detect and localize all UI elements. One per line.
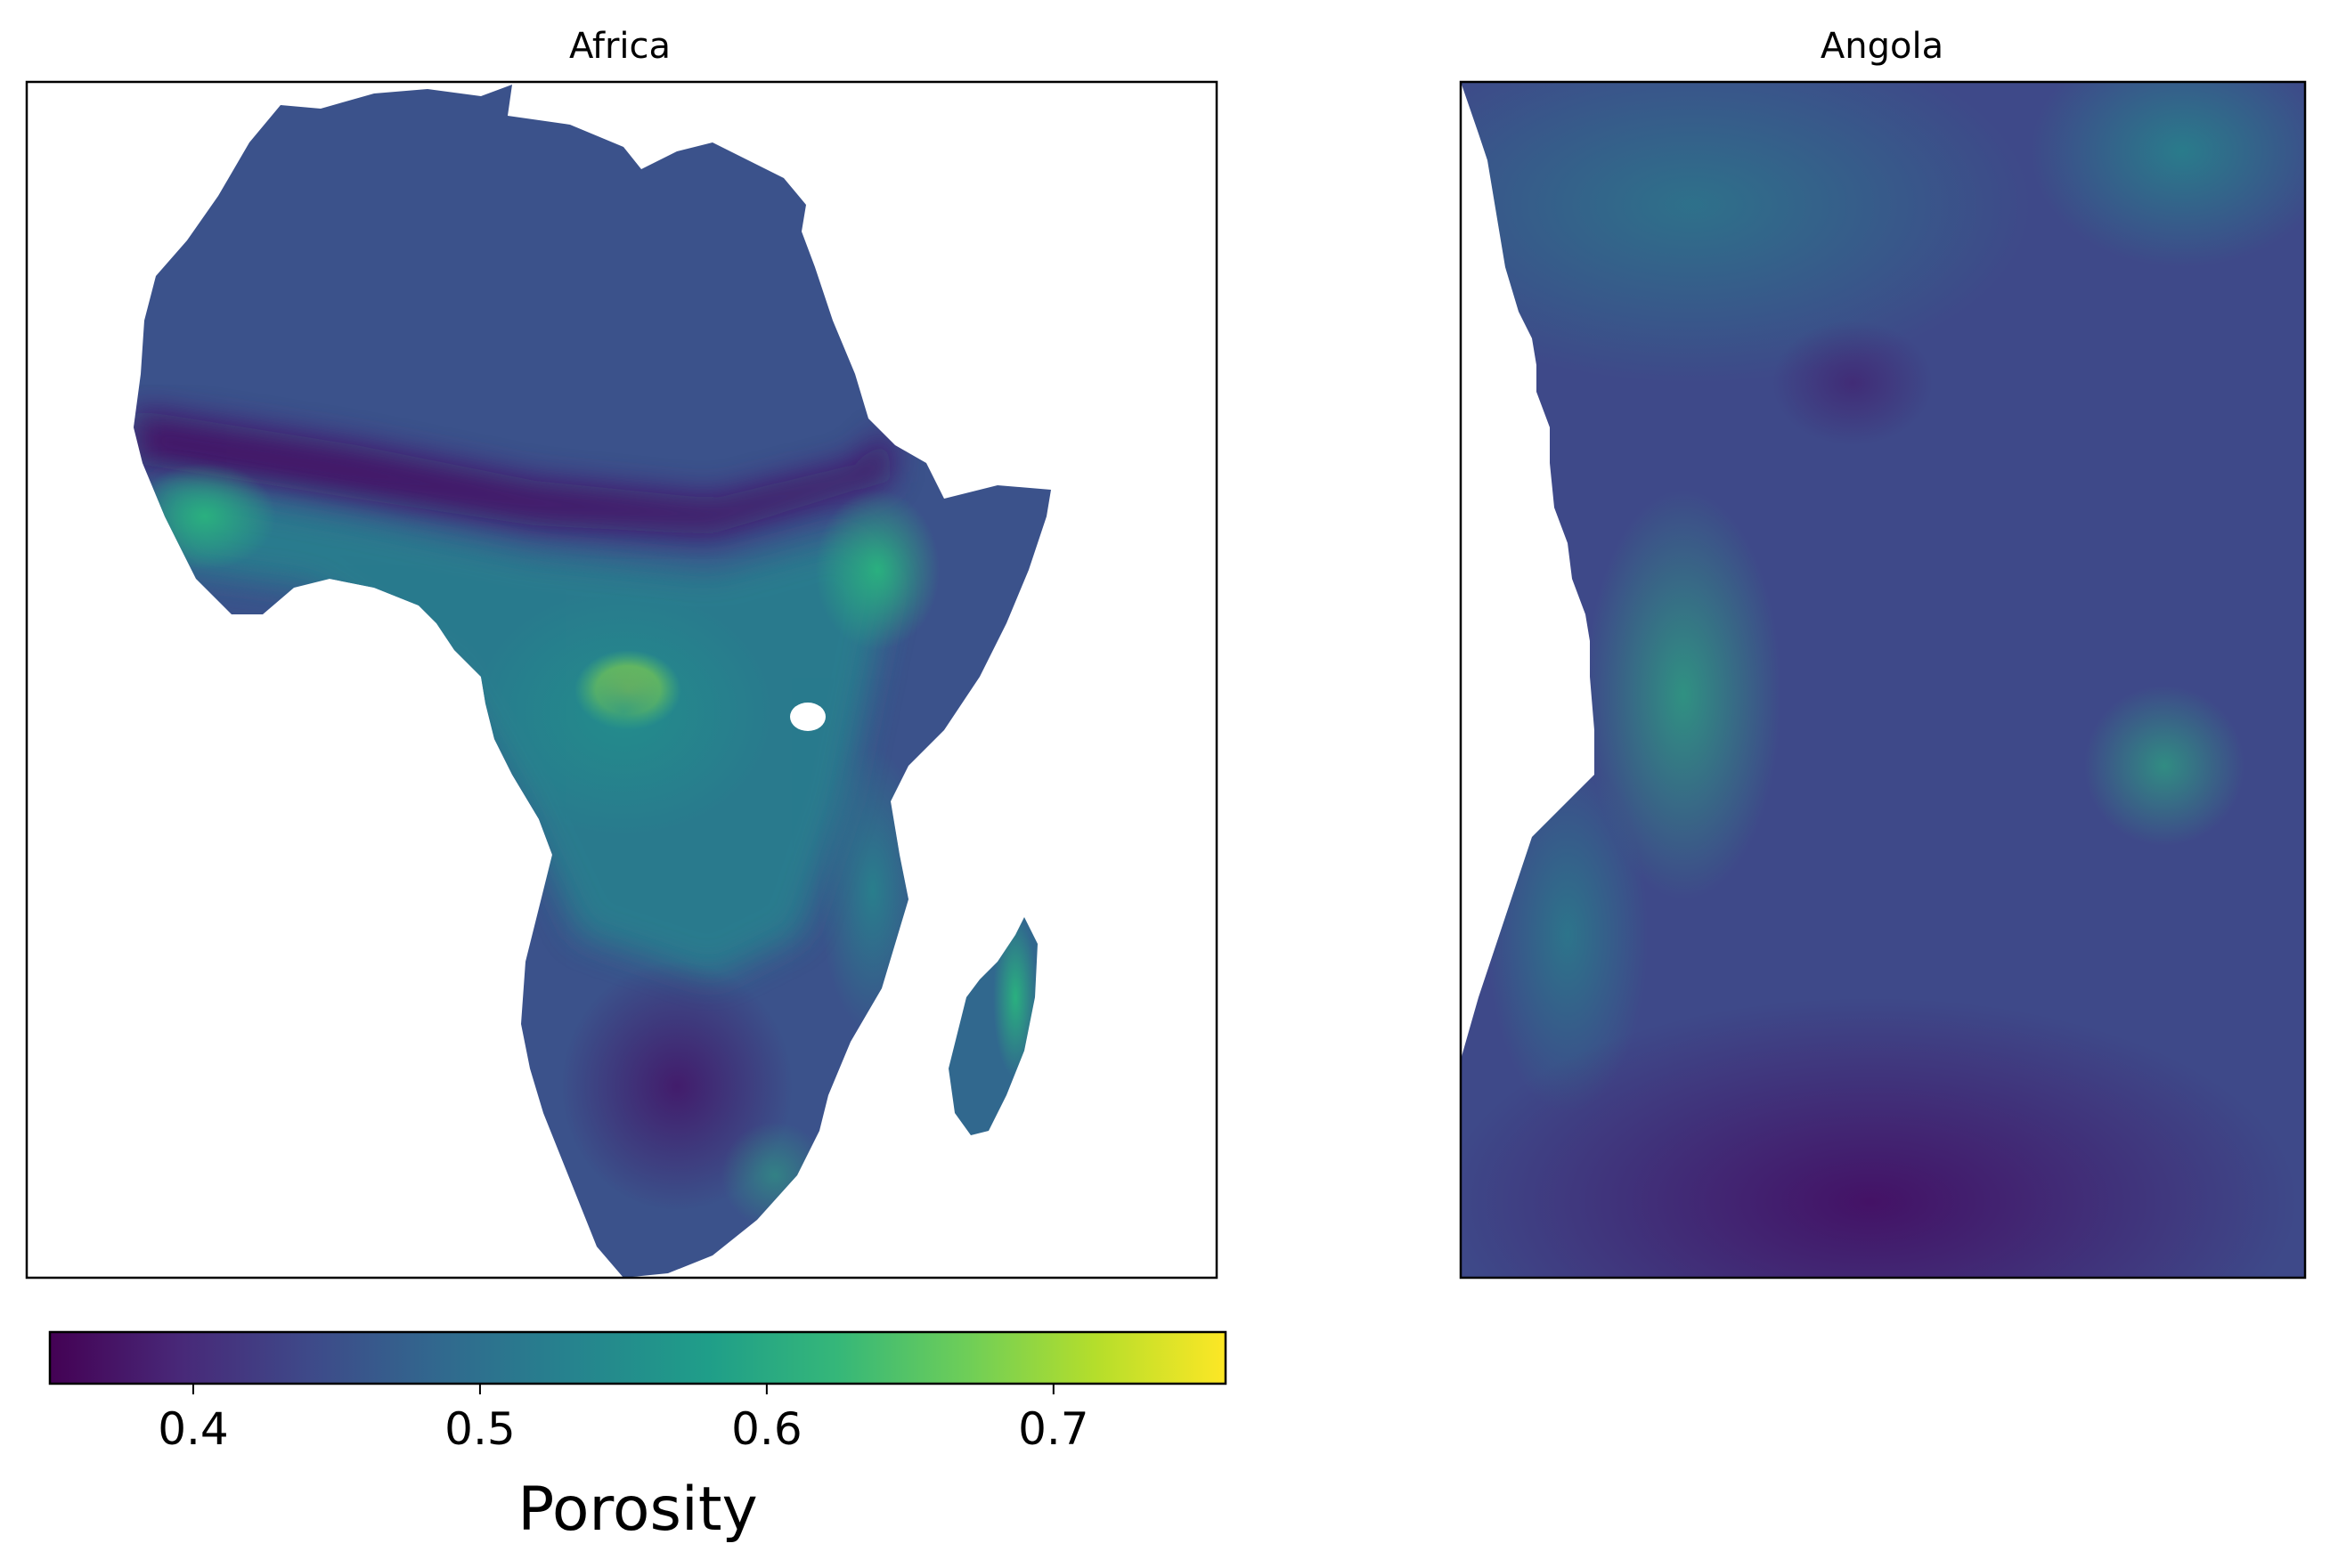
angola-center-dark xyxy=(1772,321,1933,445)
colorbar-tick-label: 0.5 xyxy=(444,1403,516,1455)
sahel-dark-band xyxy=(134,410,891,534)
colorbar-tick-label: 0.6 xyxy=(731,1403,802,1455)
angola-central-green xyxy=(1585,490,1781,899)
west-coast-green xyxy=(134,463,276,570)
ethiopian-highlands xyxy=(815,490,940,650)
madagascar-east-green xyxy=(993,917,1038,1077)
africa-frame xyxy=(25,80,1218,1280)
colorbar-ticks: 0.4 0.5 0.6 0.7 xyxy=(158,1384,1089,1455)
angola-south-dark xyxy=(1461,997,2298,1278)
panel-title-africa: Africa xyxy=(569,26,671,67)
colorbar-tick-label: 0.7 xyxy=(1018,1403,1089,1455)
angola-frame xyxy=(1459,80,2307,1280)
colorbar: 0.4 0.5 0.6 0.7 Porosity xyxy=(48,1330,1227,1545)
angola-north-teal xyxy=(1461,82,2031,383)
angola-east-green xyxy=(2084,686,2244,846)
angola-northeast-teal xyxy=(2031,82,2305,267)
africa-map xyxy=(134,85,1051,1278)
colorbar-label: Porosity xyxy=(517,1475,757,1545)
southeast-green xyxy=(721,1122,828,1229)
congo-halo xyxy=(472,588,775,837)
angola-map xyxy=(1461,82,2305,1278)
panel-title-angola: Angola xyxy=(1821,26,1943,67)
colorbar-tick-label: 0.4 xyxy=(158,1403,229,1455)
east-coast-teal xyxy=(819,748,926,1033)
colorbar-gradient xyxy=(48,1330,1227,1385)
lake-victoria xyxy=(790,703,826,731)
